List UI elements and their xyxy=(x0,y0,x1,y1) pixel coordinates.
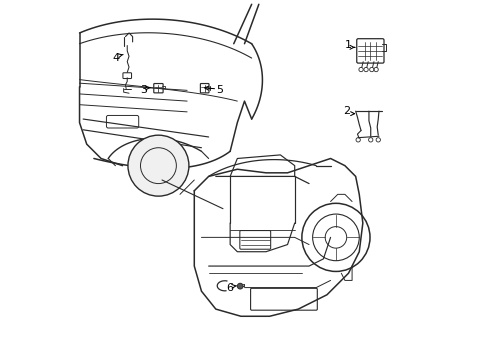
Text: 3: 3 xyxy=(140,85,146,95)
Circle shape xyxy=(237,283,243,289)
Text: 2: 2 xyxy=(342,106,349,116)
Text: 5: 5 xyxy=(216,85,223,95)
Circle shape xyxy=(128,135,188,196)
Text: 1: 1 xyxy=(345,40,351,50)
Text: 4: 4 xyxy=(112,53,120,63)
Text: 6: 6 xyxy=(225,283,232,293)
